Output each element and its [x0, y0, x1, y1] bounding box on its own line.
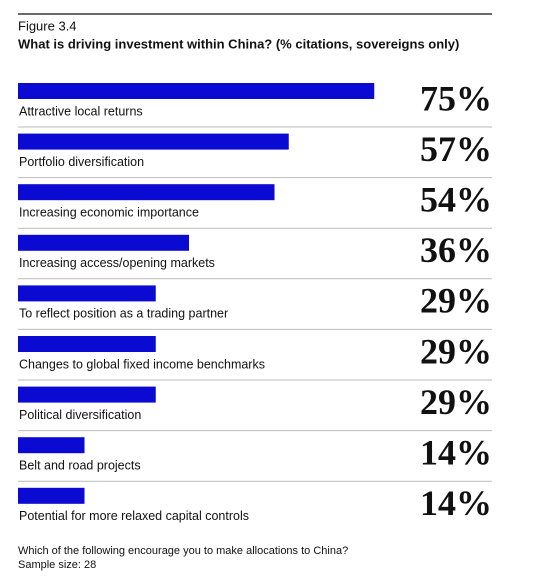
bar — [18, 285, 156, 302]
value-label: 14% — [420, 432, 492, 472]
bar — [18, 386, 156, 403]
value-label: 29% — [420, 331, 492, 371]
note: Which of the following encourage you to … — [18, 545, 348, 557]
category-label: Attractive local returns — [19, 104, 143, 118]
value-label: 29% — [420, 382, 492, 422]
category-label: Increasing access/opening markets — [19, 256, 215, 270]
bar — [18, 437, 85, 454]
figure-label: Figure 3.4 — [18, 18, 77, 33]
category-label: Increasing economic importance — [19, 205, 199, 219]
bar — [18, 83, 375, 99]
bar — [18, 487, 85, 504]
category-label: Political diversification — [19, 408, 141, 422]
value-label: 14% — [420, 483, 492, 523]
bar — [18, 184, 275, 201]
category-label: Potential for more relaxed capital contr… — [19, 509, 249, 523]
value-label: 57% — [420, 129, 492, 169]
value-label: 75% — [420, 78, 492, 118]
category-label: Portfolio diversification — [19, 155, 144, 169]
bar — [18, 336, 156, 352]
category-label: To reflect position as a trading partner — [19, 307, 228, 321]
note: Sample size: 28 — [18, 559, 96, 571]
bar — [18, 234, 189, 251]
value-label: 29% — [420, 281, 492, 321]
category-label: Changes to global fixed income benchmark… — [19, 357, 265, 371]
value-label: 54% — [420, 179, 492, 219]
value-label: 36% — [420, 230, 492, 270]
category-label: Belt and road projects — [19, 458, 141, 472]
bar — [18, 133, 289, 150]
chart-title: What is driving investment within China?… — [18, 36, 459, 51]
